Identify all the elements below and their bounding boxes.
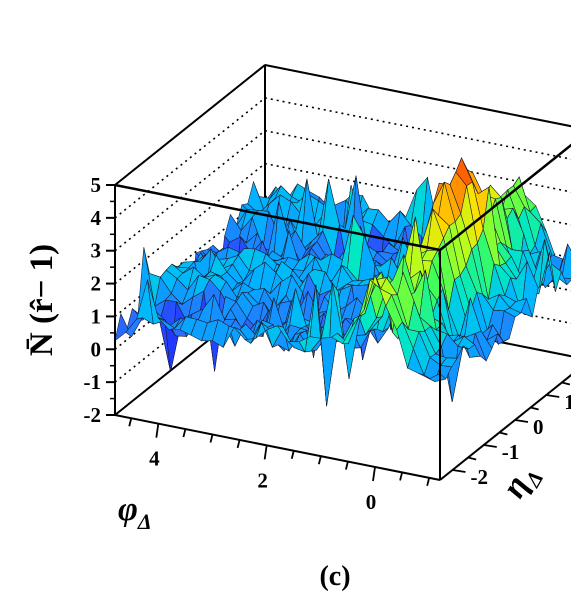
phi-tick bbox=[399, 472, 403, 481]
z-gridline bbox=[114, 64, 571, 186]
eta-axis: 210-1-2 bbox=[452, 381, 571, 489]
z-tick-label: 4 bbox=[91, 206, 102, 230]
z-tick-label: -1 bbox=[84, 370, 102, 394]
eta-tick bbox=[467, 456, 477, 461]
z-axis: 5 4 3 2 1 0 -1 -2 bbox=[84, 173, 115, 427]
phi-tick bbox=[182, 428, 187, 438]
eta-axis-title: ηΔ bbox=[495, 457, 548, 507]
surface-mesh bbox=[114, 157, 571, 407]
eta-tick bbox=[530, 406, 539, 411]
phi-tick-label: 2 bbox=[257, 468, 268, 492]
phi-tick bbox=[317, 455, 322, 465]
phi-axis: 4 2 0 bbox=[128, 418, 431, 514]
z-tick-label: 5 bbox=[91, 173, 102, 197]
phi-tick bbox=[426, 477, 431, 487]
phi-tick bbox=[290, 450, 295, 459]
z-tick-label: 0 bbox=[91, 337, 102, 361]
front-box-frame bbox=[114, 143, 571, 481]
box-edge bbox=[114, 183, 441, 252]
phi-tick-label: 0 bbox=[366, 490, 377, 514]
z-tick-label: 3 bbox=[91, 239, 102, 263]
eta-tick bbox=[561, 381, 571, 386]
phi-tick-label: 4 bbox=[149, 447, 160, 471]
eta-tick-label: -2 bbox=[471, 465, 489, 489]
z-gridline bbox=[114, 129, 571, 252]
z-tick-label: -2 bbox=[84, 403, 102, 427]
phi-tick bbox=[209, 434, 214, 443]
phi-tick bbox=[155, 423, 160, 438]
z-tick-label: 2 bbox=[91, 272, 102, 296]
eta-tick bbox=[499, 431, 508, 436]
z-gridline bbox=[114, 97, 571, 219]
eta-tick-label: 1 bbox=[564, 390, 571, 414]
phi-tick bbox=[345, 461, 349, 470]
eta-tick bbox=[483, 444, 497, 448]
eta-tick bbox=[546, 394, 560, 398]
z-gridline bbox=[114, 195, 571, 318]
phi-tick bbox=[372, 466, 376, 482]
box-edge bbox=[114, 414, 441, 481]
phi-tick bbox=[128, 418, 133, 427]
surface-cell bbox=[428, 373, 447, 382]
z-axis-title: N̄ (r̂− 1) bbox=[24, 244, 60, 356]
phi-tick bbox=[263, 445, 268, 460]
eta-tick-label: -1 bbox=[502, 440, 520, 464]
phi-axis-title: φΔ bbox=[118, 491, 152, 534]
eta-tick-label: 0 bbox=[533, 415, 544, 439]
box-edge bbox=[439, 143, 571, 251]
surface-cell bbox=[320, 332, 338, 407]
eta-tick bbox=[514, 419, 529, 423]
eta-tick bbox=[452, 469, 466, 473]
box-edge bbox=[264, 64, 571, 128]
panel-label: (c) bbox=[319, 561, 350, 592]
z-gridline bbox=[114, 162, 571, 285]
z-tick-label: 1 bbox=[91, 304, 102, 328]
phi-tick bbox=[236, 439, 241, 449]
